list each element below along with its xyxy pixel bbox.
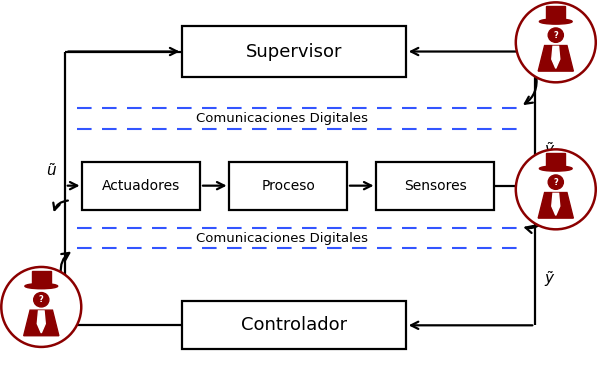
Bar [376,162,494,210]
Bar [546,153,565,170]
Polygon shape [37,311,45,333]
Ellipse shape [548,175,563,189]
Polygon shape [538,45,574,71]
Text: Proceso: Proceso [262,178,315,193]
Ellipse shape [516,2,596,82]
Bar [182,26,406,77]
Polygon shape [552,46,560,68]
Ellipse shape [25,284,58,289]
Polygon shape [538,192,574,218]
Ellipse shape [34,292,49,307]
Text: $\tilde{y}$: $\tilde{y}$ [544,269,556,290]
Ellipse shape [1,267,81,347]
Ellipse shape [516,149,596,230]
Ellipse shape [548,28,563,42]
Text: Supervisor: Supervisor [246,42,343,60]
Polygon shape [23,310,59,336]
Bar [82,162,200,210]
Ellipse shape [539,166,572,171]
Bar [229,162,347,210]
Text: ?: ? [553,178,558,187]
Text: Sensores: Sensores [404,178,467,193]
Text: ?: ? [553,31,558,40]
Ellipse shape [539,19,572,24]
Bar [32,271,51,287]
Text: ?: ? [39,295,44,304]
Bar [182,302,406,349]
Text: Actuadores: Actuadores [102,178,181,193]
Text: Controlador: Controlador [241,316,347,334]
Text: $\tilde{y}$: $\tilde{y}$ [544,140,556,160]
Text: Comunicaciones Digitales: Comunicaciones Digitales [196,112,368,125]
Text: $\tilde{u}$: $\tilde{u}$ [46,162,58,179]
Text: Comunicaciones Digitales: Comunicaciones Digitales [196,231,368,244]
Bar [546,6,565,22]
Polygon shape [552,194,560,215]
